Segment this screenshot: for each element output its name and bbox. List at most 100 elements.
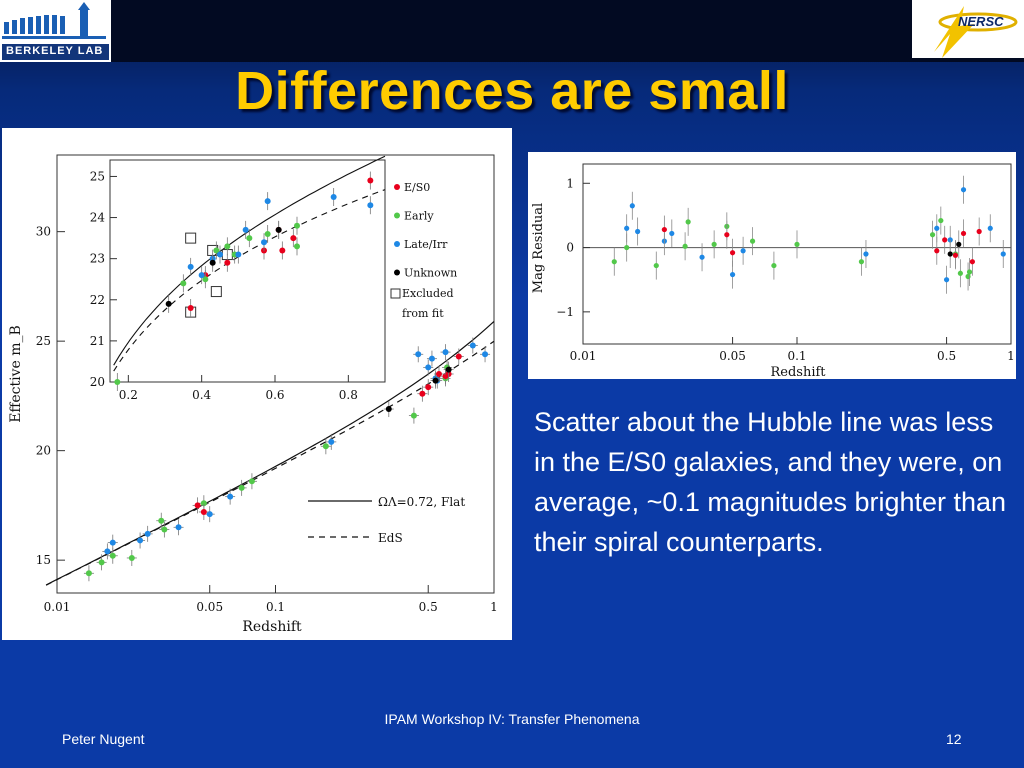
main-point-late-irr [109,539,116,546]
res-point-early [624,244,630,251]
inset-y-tick-label: 24 [90,211,106,225]
main-point-early [128,554,135,561]
slide-title: Differences are small [235,61,789,121]
inset-point-unknown [165,300,172,307]
main-point-late-irr [425,364,432,371]
main-x-tick-label: 0.05 [196,600,223,614]
hubble-diagram: 0.01 0.05 0.1 0.5 1 15 20 25 30 ΩΛ=0.72, Flat Ed… [2,128,512,640]
res-point-late-irr [987,225,993,231]
inset-x-tick-label: 0.4 [192,388,211,402]
legend-label: from fit [402,307,444,320]
main-point-unknown [445,366,452,373]
inset-point-early [180,280,187,287]
main-point-late-irr [415,351,422,358]
main-point-late-irr [328,438,335,445]
res-point-early [938,217,944,224]
res-point-e-s0 [976,228,982,235]
res-x-tick-label: 0.1 [787,349,806,363]
footer-event: IPAM Workshop IV: Transfer Phenomena [384,711,640,727]
inset-point-late-irr [367,202,374,209]
res-point-late-irr [947,237,953,243]
res-point-early [682,243,688,249]
main-y-tick-label: 20 [36,444,51,458]
res-point-unknown [956,241,962,247]
main-curve-eds [45,340,495,586]
main-x-tick-label: 0.5 [419,600,438,614]
main-y-tick-label: 25 [36,334,51,348]
res-point-early [929,232,936,238]
main-curve-flat [45,320,495,586]
res-point-late-irr [943,277,950,283]
main-point-early [98,559,105,566]
inset-point-early [224,243,231,250]
main-point-early [158,517,165,524]
res-point-early [685,219,691,225]
legend-marker [394,212,400,219]
res-point-early [749,238,756,244]
main-y-tick-label: 30 [36,225,51,239]
res-point-e-s0 [724,232,730,238]
slide-body-text: Scatter about the Hubble line was less i… [534,407,1007,557]
res-point-early [611,259,617,265]
main-point-late-irr [227,493,234,500]
res-point-late-irr [1000,251,1006,257]
res-y-tick-label: −1 [556,305,574,319]
inset-point-e-s0 [187,305,194,311]
main-point-early [85,570,92,577]
main-point-e-s0 [455,353,462,360]
res-x-tick-label: 0.05 [719,349,746,363]
res-point-late-irr [629,203,635,209]
inset-y-tick-label: 21 [90,334,105,348]
inset-point-unknown [209,259,216,266]
res-x-tick-label: 0.5 [937,349,956,363]
berkeley-lab-text: BERKELEY LAB [6,45,104,57]
res-point-unknown [947,251,953,257]
res-point-early [957,270,963,276]
main-point-early [161,526,168,533]
nersc-text: NERSC [958,14,1004,29]
header-bar [0,0,1024,62]
res-y-tick-label: 1 [566,176,574,190]
legend-marker [394,184,400,190]
main-point-early [109,552,116,559]
main-point-e-s0 [419,390,426,397]
inset-point-early [294,222,300,229]
inset-point-e-s0 [279,247,286,254]
hubble-diagram-chart: 0.01 0.05 0.1 0.5 1 15 20 25 30 ΩΛ=0.72, Flat Ed… [8,154,498,635]
inset-y-tick-label: 20 [90,375,105,389]
res-point-early [771,262,777,269]
inset-point-late-irr [261,239,267,246]
res-x-label: Redshift [770,365,826,379]
res-point-late-irr [960,187,967,193]
res-point-late-irr [740,248,746,254]
res-point-e-s0 [952,252,959,258]
inset-point-early [202,276,209,283]
res-point-e-s0 [661,226,667,233]
res-point-late-irr [934,225,940,231]
res-point-e-s0 [942,237,948,243]
main-point-late-irr [442,349,449,356]
main-point-unknown [385,406,392,413]
inset-point-late-irr [264,198,271,205]
main-point-e-s0 [200,508,207,515]
res-x-tick-label: 1 [1007,349,1015,363]
legend-label: Late/Irr [404,238,448,251]
inset-excluded-square [185,232,197,244]
res-point-e-s0 [729,250,736,256]
res-x-tick-label: 0.01 [570,349,597,363]
main-point-late-irr [428,355,435,362]
inset-point-late-irr [242,226,249,233]
inset-point-unknown [275,226,282,233]
inset-point-early [246,235,253,242]
res-point-late-irr [624,225,630,231]
legend-label: Excluded [402,287,454,300]
main-x-tick-label: 1 [490,600,498,614]
inset-point-early [264,231,271,237]
main-y-label: Effective m_B [8,325,24,423]
res-y-label: Mag Residual [531,203,546,293]
residual-diagram-chart: 0.01 0.05 0.1 0.5 1 1 0 −1 Redshift Mag Residua… [531,163,1015,380]
legend-label: E/S0 [404,181,430,194]
berkeley-lab-logo-icon [0,0,111,62]
inset-y-tick-label: 23 [90,252,105,266]
res-point-late-irr [669,230,675,237]
